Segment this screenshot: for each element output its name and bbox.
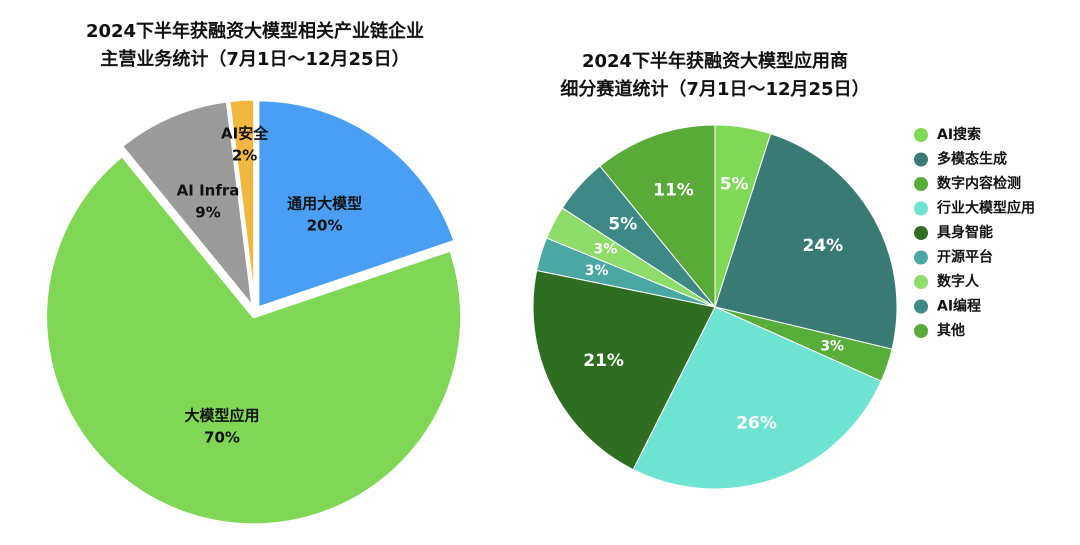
slice-value-label: 70% [204,428,240,446]
legend-label: 数字人 [937,273,980,290]
slice-value-label: 3% [820,339,844,355]
pie-slice [599,124,716,309]
pie-slice [256,98,457,311]
legend-marker [914,201,928,216]
pie-slice [119,99,256,313]
chart-title: 2024下半年获融资大模型相关产业链企业 [86,20,424,42]
legend-label: AI搜索 [937,126,981,143]
legend-marker [914,250,928,265]
slice-value-label: 2% [232,147,257,165]
slice-value-label: 3% [585,263,609,279]
slice-value-label: 21% [583,351,624,371]
legend-marker [914,324,928,338]
pie-slice [632,306,882,490]
legend-marker [914,152,928,167]
slice-value-label: 20% [307,216,343,234]
pie-slice [532,269,716,471]
slice-value-label: 24% [802,236,843,256]
slice-value-label: 5% [720,175,749,195]
slice-value-label: 3% [593,242,617,258]
legend-label: AI编程 [937,298,981,315]
legend-marker [914,299,928,314]
legend-marker [914,275,928,289]
legend-label: 行业大模型应用 [936,200,1035,217]
slice-category-label: 大模型应用 [185,406,260,424]
chart-title: 2024下半年获融资大模型应用商 [582,50,848,72]
slice-category-label: AI Infra [177,182,240,200]
chart-title: 主营业务统计（7月1日～12月25日） [100,48,409,70]
chart-title: 细分赛道统计（7月1日～12月25日） [560,78,869,100]
slice-value-label: 11% [653,180,694,200]
pie-slice [714,133,898,350]
legend-label: 多模态生成 [937,151,1007,168]
slice-category-label: 通用大模型 [287,194,362,212]
pie-slice [227,97,257,308]
legend-marker [914,128,928,142]
legend-label: 数字内容检测 [937,175,1021,192]
slice-value-label: 26% [736,414,777,434]
slice-category-label: AI安全 [221,125,269,143]
slice-value-label: 5% [608,214,637,234]
legend-label: 具身智能 [936,224,993,241]
pie-slice [44,153,464,527]
legend-marker [914,177,928,191]
legend-label: 其他 [937,322,965,339]
legend-marker [914,226,928,240]
slice-value-label: 9% [195,204,220,222]
legend-label: 开源平台 [937,249,993,266]
